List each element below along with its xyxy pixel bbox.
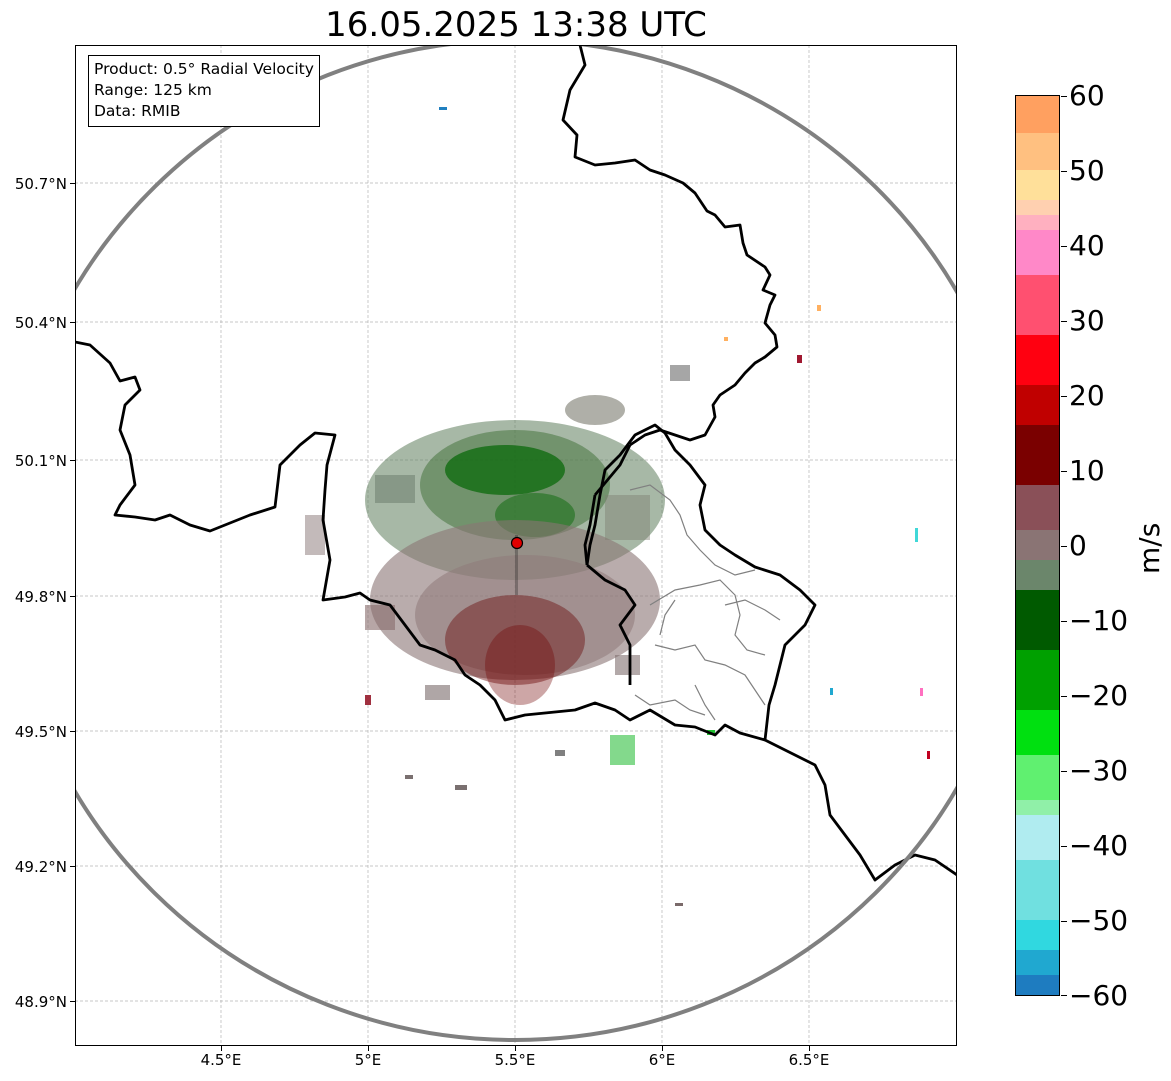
colorbar-label: 50	[1069, 154, 1105, 187]
colorbar-tick	[1061, 546, 1067, 547]
province-borders	[629, 484, 781, 721]
lat-tick	[70, 731, 75, 732]
colorbar-label: 40	[1069, 229, 1105, 262]
radar-site-marker[interactable]	[510, 536, 524, 550]
lat-label: 49.8°N	[14, 588, 67, 606]
info-source: Data: RMIB	[94, 102, 181, 120]
lat-label: 50.7°N	[14, 175, 67, 193]
velocity-colorbar	[1015, 95, 1060, 996]
lat-label: 48.9°N	[14, 993, 67, 1011]
lat-tick	[70, 183, 75, 184]
colorbar-tick	[1061, 621, 1067, 622]
colorbar-tick	[1061, 396, 1067, 397]
echo-strong-north	[445, 445, 565, 495]
colorbar-tick	[1061, 846, 1067, 847]
map-title: 16.05.2025 13:38 UTC	[325, 5, 707, 45]
lat-label: 49.5°N	[14, 723, 67, 741]
colorbar-tick	[1061, 771, 1067, 772]
lat-tick	[70, 322, 75, 323]
lat-tick	[70, 460, 75, 461]
colorbar-tick	[1061, 921, 1067, 922]
radar-map[interactable]	[75, 45, 957, 1046]
echo-strong-south	[445, 595, 585, 685]
lon-label: 5°E	[354, 1051, 382, 1069]
colorbar-tick	[1061, 995, 1067, 996]
colorbar-label: 20	[1069, 379, 1105, 412]
colorbar-unit-label: m/s	[1133, 522, 1166, 574]
colorbar-label: −40	[1069, 829, 1129, 862]
colorbar-tick	[1061, 696, 1067, 697]
info-box: Product: 0.5° Radial Velocity Range: 125…	[88, 55, 320, 127]
lat-label: 50.1°N	[14, 452, 67, 470]
colorbar-label: 60	[1069, 79, 1105, 112]
lat-label: 49.2°N	[14, 858, 67, 876]
colorbar-tick	[1061, 171, 1067, 172]
colorbar-label: −20	[1069, 679, 1129, 712]
lat-tick	[70, 596, 75, 597]
lon-tick	[515, 1046, 516, 1051]
colorbar-label: −30	[1069, 754, 1129, 787]
colorbar-tick	[1061, 246, 1067, 247]
colorbar-tick	[1061, 321, 1067, 322]
info-product: Product: 0.5° Radial Velocity	[94, 60, 314, 78]
colorbar-label: −10	[1069, 604, 1129, 637]
lon-label: 6.5°E	[788, 1051, 830, 1069]
lon-label: 6°E	[648, 1051, 676, 1069]
lon-label: 4.5°E	[200, 1051, 242, 1069]
colorbar-tick	[1061, 96, 1067, 97]
map-gridlines	[75, 45, 957, 1046]
range-ring	[75, 45, 957, 1042]
lon-tick	[662, 1046, 663, 1051]
lon-tick	[221, 1046, 222, 1051]
country-borders	[75, 45, 957, 882]
lat-label: 50.4°N	[14, 314, 67, 332]
lon-tick	[809, 1046, 810, 1051]
lat-tick	[70, 866, 75, 867]
colorbar-label: −60	[1069, 979, 1129, 1012]
lat-tick	[70, 1001, 75, 1002]
colorbar-tick	[1061, 471, 1067, 472]
lon-label: 5.5°E	[494, 1051, 536, 1069]
radar-echoes	[305, 107, 930, 906]
colorbar-label: 10	[1069, 454, 1105, 487]
lon-tick	[368, 1046, 369, 1051]
radar-map-canvas	[75, 45, 957, 1046]
colorbar-label: 0	[1069, 529, 1087, 562]
info-range: Range: 125 km	[94, 81, 212, 99]
colorbar-label: −50	[1069, 904, 1129, 937]
colorbar-label: 30	[1069, 304, 1105, 337]
